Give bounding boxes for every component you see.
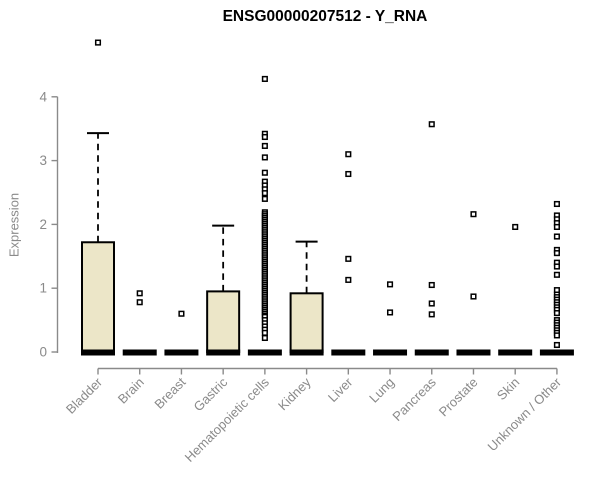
x-tick-label: Brain — [115, 375, 147, 407]
x-tick-label: Pancreas — [389, 374, 439, 424]
outlier-point — [555, 234, 560, 239]
box — [291, 293, 323, 352]
outlier-point — [263, 191, 268, 196]
outlier-point — [263, 336, 268, 341]
boxplot-hematopoietic-cells — [248, 77, 282, 353]
outlier-point — [429, 283, 434, 288]
outlier-point — [471, 294, 476, 299]
boxplot-brain — [123, 291, 157, 352]
outlier-point — [513, 225, 518, 230]
x-tick-label: Lung — [366, 375, 397, 406]
outlier-point — [346, 278, 351, 283]
outlier-point — [263, 155, 268, 160]
outlier-point — [388, 282, 393, 287]
outlier-point — [96, 40, 101, 45]
x-tick-label: Unknown / Other — [484, 374, 564, 454]
outlier-point — [555, 311, 560, 316]
boxplot-unknown-other — [540, 202, 574, 353]
outlier-point — [388, 310, 393, 315]
outlier-point — [471, 212, 476, 217]
x-tick-label: Skin — [494, 375, 522, 403]
outlier-point — [429, 301, 434, 306]
boxplot-bladder — [81, 40, 115, 352]
y-tick-label: 1 — [39, 281, 47, 296]
boxplot-kidney — [290, 242, 324, 353]
outlier-point — [555, 225, 560, 230]
outlier-point — [555, 333, 560, 338]
outlier-point — [429, 312, 434, 317]
outlier-point — [346, 257, 351, 262]
x-tick-label: Breast — [151, 374, 188, 411]
outlier-point — [555, 273, 560, 278]
boxplot-skin — [498, 225, 532, 353]
outlier-point — [263, 135, 268, 140]
y-tick-label: 4 — [39, 89, 47, 104]
y-tick-label: 0 — [39, 345, 47, 360]
outlier-point — [263, 170, 268, 175]
outlier-point — [137, 291, 142, 296]
boxplot-lung — [373, 282, 407, 352]
outlier-point — [555, 343, 560, 348]
outlier-point — [263, 197, 268, 202]
boxplot-liver — [331, 152, 365, 353]
boxplot-chart: ENSG00000207512 - Y_RNA Expression 01234… — [0, 0, 600, 500]
outlier-point — [555, 264, 560, 269]
outlier-point — [179, 311, 184, 316]
outlier-point — [263, 331, 268, 336]
outlier-point — [263, 77, 268, 82]
y-tick-label: 2 — [39, 217, 47, 232]
x-tick-label: Prostate — [436, 375, 481, 420]
box — [207, 291, 239, 352]
outlier-point — [429, 122, 434, 127]
x-tick-label: Kidney — [275, 374, 314, 413]
box — [82, 242, 114, 352]
outlier-point — [137, 300, 142, 305]
outlier-point — [346, 152, 351, 157]
outlier-point — [346, 172, 351, 177]
boxplot-gastric — [206, 226, 240, 353]
x-tick-label: Liver — [325, 374, 356, 405]
outlier-point — [555, 202, 560, 207]
boxplot-breast — [164, 311, 198, 352]
boxplot-canvas: 01234BladderBrainBreastGastricHematopoie… — [0, 0, 600, 500]
x-tick-label: Bladder — [63, 374, 106, 417]
boxplot-prostate — [456, 212, 490, 353]
y-tick-label: 3 — [39, 153, 47, 168]
outlier-point — [263, 144, 268, 149]
boxplot-pancreas — [415, 122, 449, 353]
x-tick-label: Gastric — [191, 374, 231, 414]
outlier-point — [555, 251, 560, 256]
